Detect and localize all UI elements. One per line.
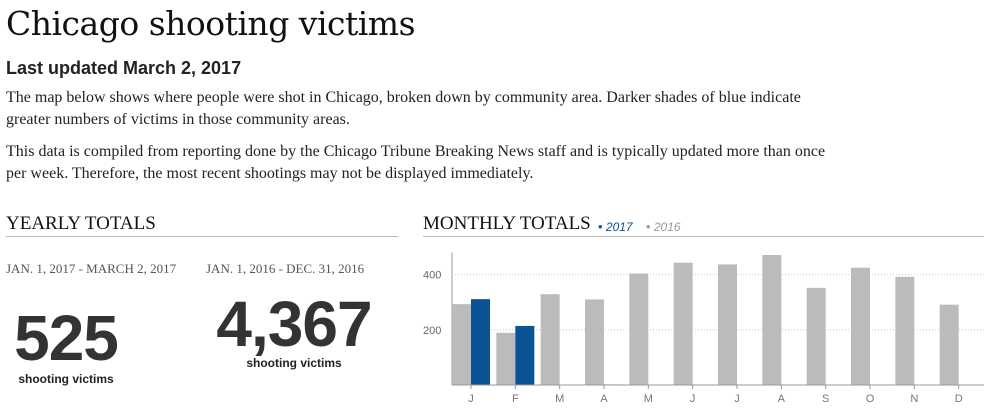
y-tick-label-400: 400 [423, 270, 441, 282]
x-tick-label-7: A [778, 393, 786, 405]
intro-paragraph-data: This data is compiled from reporting don… [6, 143, 826, 182]
monthly-totals-heading: MONTHLY TOTALS [423, 213, 591, 234]
bar-2016-6 [718, 264, 737, 385]
page-title: Chicago shooting victims [6, 4, 416, 43]
total-2016: 4,367 [216, 288, 372, 360]
bar-2017-1 [515, 325, 535, 385]
x-tick-label-9: O [866, 393, 875, 405]
x-tick-label-3: A [600, 393, 608, 405]
monthly-divider [423, 236, 984, 237]
total-2016-label: shooting victims [246, 356, 342, 370]
bar-2016-9 [851, 267, 870, 385]
range-2016: JAN. 1, 2016 - DEC. 31, 2016 [206, 261, 365, 276]
x-tick-label-5: J [690, 393, 696, 405]
legend-2016-label: 2016 [653, 220, 681, 234]
bar-2016-2 [540, 294, 560, 385]
yearly-divider [6, 236, 398, 237]
legend-2017-dot: • [598, 219, 603, 234]
legend-2017-label: 2017 [605, 220, 633, 234]
bar-2017-0 [471, 299, 490, 385]
x-tick-label-11: D [955, 393, 963, 405]
x-tick-label-8: S [822, 393, 829, 405]
intro-paragraph-map: The map below shows where people were sh… [6, 89, 801, 128]
chart-legend: • 2017 • 2016 [598, 219, 691, 234]
x-tick-label-2: M [555, 393, 564, 405]
total-2017-label: shooting victims [18, 372, 114, 386]
bar-2016-8 [806, 287, 826, 385]
x-tick-label-10: N [910, 393, 918, 405]
legend-2016[interactable]: • 2016 [645, 219, 681, 234]
monthly-bar-chart: 200 400 J F M A M J J A S O N D [423, 252, 984, 405]
bar-2016-3 [585, 299, 604, 385]
legend-2017[interactable]: • 2017 [598, 219, 633, 234]
bar-2016-7 [762, 255, 782, 385]
bar-2016-4 [629, 273, 649, 385]
last-updated: Last updated March 2, 2017 [6, 58, 242, 78]
x-tick-label-4: M [644, 393, 653, 405]
bar-2016-1 [496, 332, 516, 385]
yearly-totals-heading: YEARLY TOTALS [6, 213, 156, 234]
total-2017: 525 [14, 302, 119, 374]
bar-2016-0 [452, 304, 471, 385]
x-tick-label-0: J [468, 393, 474, 405]
bar-2016-5 [673, 262, 693, 385]
bar-2016-10 [895, 276, 915, 385]
bar-2016-11 [939, 304, 959, 385]
range-2017: JAN. 1, 2017 - MARCH 2, 2017 [6, 261, 177, 276]
x-tick-label-1: F [512, 393, 519, 405]
x-tick-label-6: J [734, 393, 740, 405]
y-tick-label-200: 200 [423, 325, 441, 337]
legend-2016-dot: • [645, 219, 651, 234]
